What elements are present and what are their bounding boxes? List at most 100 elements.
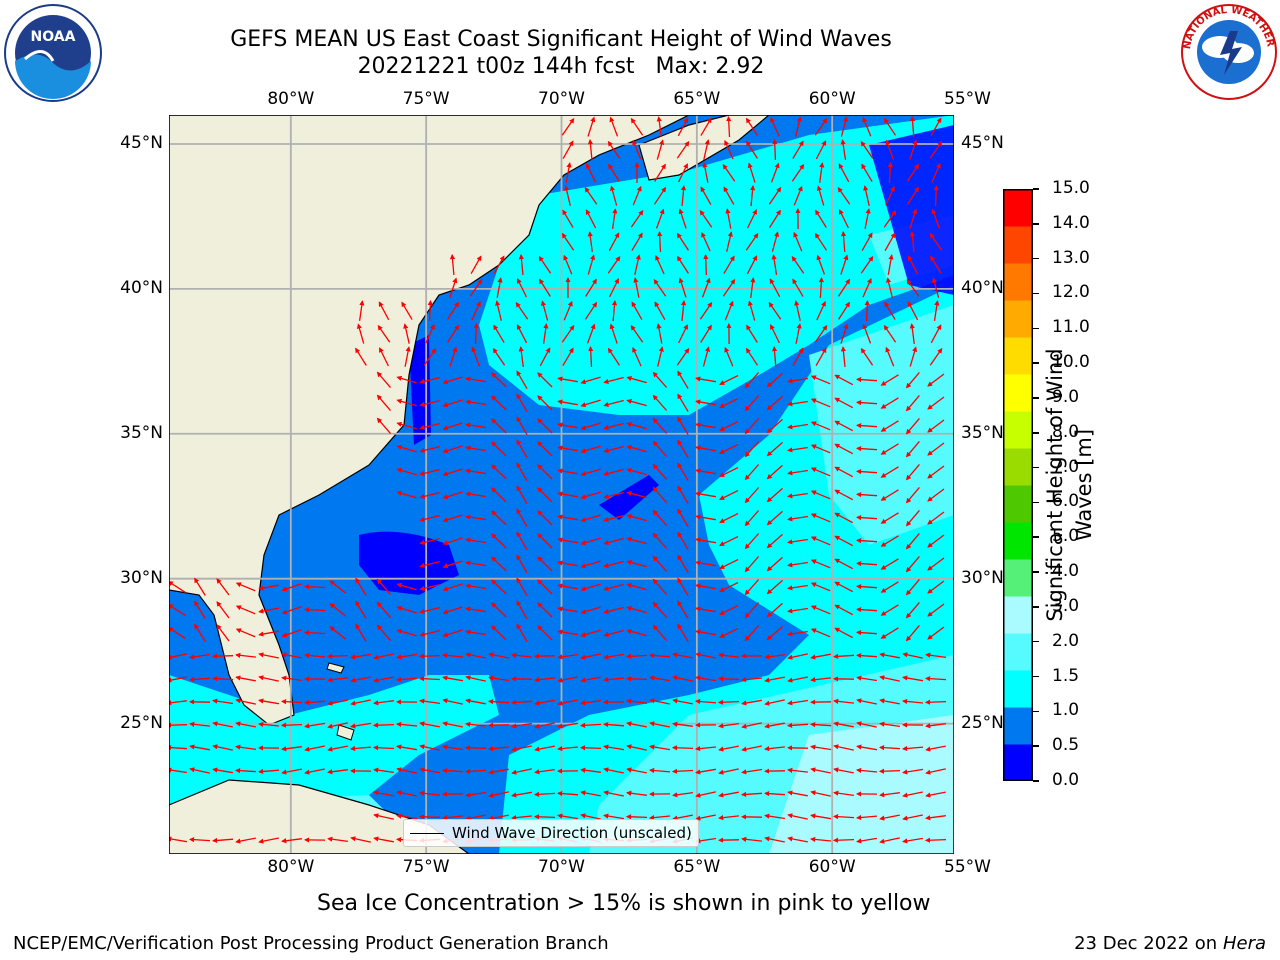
wave-direction-arrow bbox=[515, 301, 529, 320]
wave-direction-arrow bbox=[880, 581, 899, 593]
wave-direction-arrow bbox=[473, 322, 479, 345]
wave-direction-arrow bbox=[355, 600, 367, 619]
wave-direction-arrow bbox=[188, 837, 211, 843]
wave-direction-arrow bbox=[396, 605, 417, 614]
colorbar-tick-mark bbox=[1033, 432, 1039, 434]
wave-direction-arrow bbox=[281, 583, 302, 592]
wave-direction-arrow bbox=[745, 232, 759, 251]
wave-direction-arrow bbox=[880, 558, 899, 570]
wave-direction-arrow bbox=[719, 536, 739, 546]
wave-direction-arrow bbox=[304, 722, 326, 729]
colorbar-bin bbox=[1003, 374, 1033, 412]
wave-direction-arrow bbox=[216, 624, 230, 642]
wave-direction-arrow bbox=[931, 277, 940, 298]
wave-direction-arrow bbox=[699, 301, 713, 320]
wave-direction-arrow bbox=[587, 231, 593, 252]
wave-direction-arrow bbox=[211, 653, 234, 659]
colorbar-frame bbox=[1003, 189, 1033, 781]
wave-direction-arrow bbox=[834, 581, 854, 593]
wave-direction-arrow bbox=[373, 767, 394, 774]
wave-direction-arrow bbox=[724, 300, 734, 321]
wave-direction-arrow bbox=[281, 838, 302, 844]
wave-direction-arrow bbox=[603, 537, 624, 545]
wave-direction-arrow bbox=[656, 323, 663, 344]
wave-direction-arrow bbox=[563, 300, 573, 321]
wave-direction-arrow bbox=[834, 535, 854, 547]
wave-direction-arrow bbox=[652, 417, 668, 434]
wave-direction-arrow bbox=[491, 372, 507, 388]
wave-direction-arrow bbox=[511, 791, 533, 798]
wave-direction-arrow bbox=[491, 625, 507, 641]
wave-direction-arrow bbox=[930, 255, 942, 274]
wave-direction-arrow bbox=[442, 399, 463, 408]
wave-direction-arrow bbox=[537, 602, 553, 618]
wave-direction-arrow bbox=[516, 416, 528, 436]
land-nova-scotia bbox=[638, 115, 770, 181]
wave-direction-arrow bbox=[909, 139, 918, 160]
wave-direction-arrow bbox=[750, 277, 756, 298]
wave-direction-arrow bbox=[902, 791, 923, 798]
wave-direction-arrow bbox=[649, 698, 670, 705]
wave-direction-arrow bbox=[929, 140, 943, 159]
wave-direction-arrow bbox=[766, 395, 783, 411]
wave-direction-arrow bbox=[699, 209, 713, 228]
wave-direction-arrow bbox=[927, 419, 945, 433]
wave-direction-arrow bbox=[396, 444, 417, 453]
wave-direction-arrow bbox=[678, 277, 687, 298]
wave-direction-arrow bbox=[580, 491, 601, 500]
wave-direction-arrow bbox=[303, 699, 326, 706]
wave-direction-arrow bbox=[766, 487, 783, 503]
wave-direction-arrow bbox=[449, 253, 456, 276]
wave-direction-arrow bbox=[442, 583, 463, 592]
lon-label-bottom: 60°W bbox=[808, 857, 856, 877]
wave-direction-arrow bbox=[449, 277, 458, 298]
wave-direction-arrow bbox=[787, 767, 808, 773]
wave-direction-arrow bbox=[726, 231, 733, 252]
wave-direction-arrow bbox=[212, 698, 233, 705]
wave-direction-arrow bbox=[491, 418, 507, 434]
wave-direction-arrow bbox=[909, 115, 916, 138]
colorbar-tick-mark bbox=[1033, 571, 1039, 573]
wave-direction-arrow bbox=[744, 533, 760, 550]
wave-direction-arrow bbox=[419, 790, 440, 796]
wave-direction-arrow bbox=[905, 532, 920, 550]
wave-direction-arrow bbox=[927, 465, 945, 479]
wave-direction-arrow bbox=[631, 232, 643, 251]
wave-direction-arrow bbox=[719, 582, 739, 592]
wave-direction-arrow bbox=[396, 582, 417, 591]
wave-direction-arrow bbox=[764, 746, 785, 752]
lon-label-top: 80°W bbox=[267, 89, 315, 109]
wave-direction-arrow bbox=[719, 605, 739, 615]
wave-direction-arrow bbox=[518, 253, 525, 276]
wave-direction-arrow bbox=[327, 699, 348, 706]
wave-direction-arrow bbox=[726, 115, 732, 138]
wave-direction-arrow bbox=[695, 814, 716, 821]
wave-direction-arrow bbox=[194, 600, 206, 619]
wave-direction-arrow bbox=[396, 653, 418, 660]
wave-direction-arrow bbox=[465, 721, 486, 727]
wave-direction-arrow bbox=[258, 675, 279, 682]
wave-direction-arrow bbox=[603, 399, 624, 407]
wave-direction-arrow bbox=[719, 375, 739, 385]
wave-direction-arrow bbox=[372, 745, 395, 751]
sea-ice-caption: Sea Ice Concentration > 15% is shown in … bbox=[317, 891, 931, 916]
wave-direction-arrow bbox=[677, 462, 689, 481]
wave-direction-arrow bbox=[562, 347, 574, 366]
wave-direction-arrow bbox=[905, 624, 920, 642]
wave-direction-arrow bbox=[258, 607, 279, 614]
wave-direction-arrow bbox=[188, 676, 211, 683]
wave-direction-arrow bbox=[488, 791, 509, 798]
wave-direction-arrow bbox=[626, 767, 647, 774]
legend-line-swatch bbox=[410, 832, 444, 834]
wave-direction-arrow bbox=[741, 699, 763, 706]
wave-direction-arrow bbox=[879, 792, 900, 798]
wave-direction-arrow bbox=[763, 790, 786, 797]
wave-direction-arrow bbox=[907, 186, 919, 205]
wave-direction-arrow bbox=[719, 421, 739, 431]
map bbox=[169, 115, 954, 854]
wave-direction-arrow bbox=[744, 418, 760, 435]
wave-direction-arrow bbox=[885, 185, 895, 206]
wave-direction-arrow bbox=[580, 399, 601, 408]
wave-direction-arrow bbox=[905, 440, 920, 458]
colorbar-tick-label: 12.0 bbox=[1052, 282, 1090, 303]
